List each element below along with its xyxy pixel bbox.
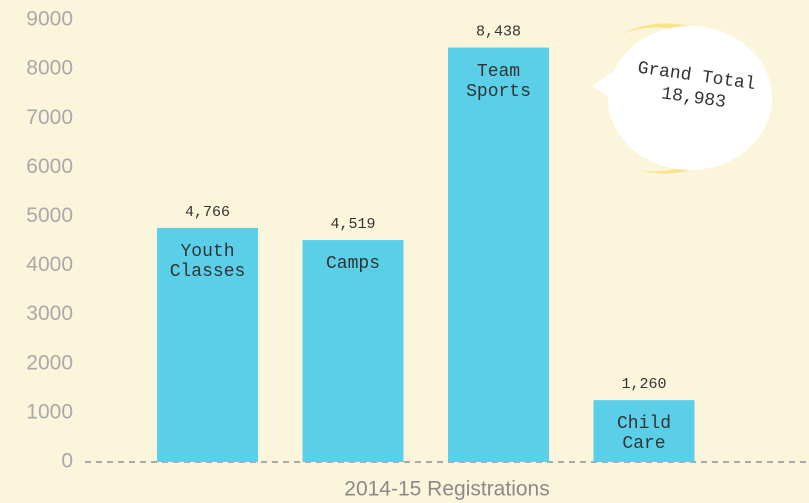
x-axis-label: 2014-15 Registrations [344, 478, 549, 501]
value-label: 8,438 [476, 24, 521, 41]
y-tick-label: 1000 [26, 400, 73, 423]
bar [448, 47, 549, 463]
value-label: 1,260 [621, 376, 666, 393]
category-label: Youth Classes [169, 241, 246, 282]
value-label: 4,519 [330, 216, 375, 233]
category-label: Child Care [616, 414, 671, 455]
category-label: Camps [325, 254, 380, 275]
y-tick-label: 5000 [26, 204, 73, 227]
y-tick-label: 4000 [26, 253, 73, 276]
bubble [608, 26, 772, 170]
category-label: Team Sports [466, 61, 531, 102]
value-label: 4,766 [185, 204, 230, 221]
bar [593, 400, 695, 462]
y-tick-label: 0 [61, 450, 73, 473]
bar [157, 227, 258, 462]
y-tick-label: 6000 [26, 155, 73, 178]
y-tick-label: 3000 [26, 302, 73, 325]
bubble-tail [592, 70, 615, 100]
y-tick-label: 8000 [26, 57, 73, 80]
y-tick-label: 9000 [26, 8, 73, 31]
y-tick-label: 2000 [26, 351, 73, 374]
y-tick-label: 7000 [26, 106, 73, 129]
bar [302, 240, 404, 462]
